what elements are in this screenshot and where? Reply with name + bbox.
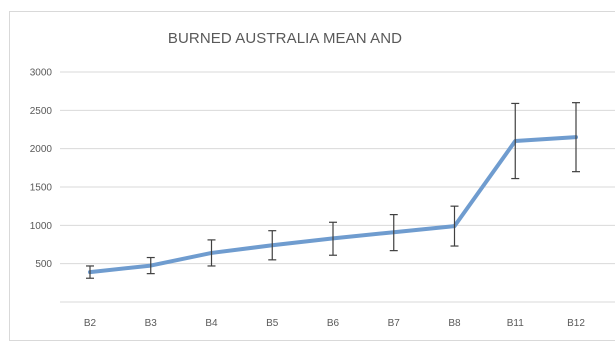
line-chart: 500 1000 1500 2000 2500 3000 B2 B3 B4 B5 B6 B7 B8 B11…	[30, 68, 615, 329]
x-tick-label: B3	[145, 318, 158, 329]
x-tick-label: B7	[388, 318, 401, 329]
x-tick-label: B2	[84, 318, 97, 329]
y-tick-label: 500	[35, 259, 52, 270]
x-tick-label: B6	[327, 318, 340, 329]
x-tick-label: B8	[448, 318, 461, 329]
y-tick-label: 1000	[30, 221, 53, 232]
x-tick-label: B5	[266, 318, 279, 329]
y-tick-label: 2000	[30, 144, 53, 155]
chart-frame	[9, 11, 615, 341]
x-tick-label: B12	[567, 318, 585, 329]
x-tick-label: B4	[205, 318, 218, 329]
y-tick-label: 3000	[30, 68, 53, 79]
x-tick-label: B11	[507, 318, 524, 329]
y-tick-label: 2500	[30, 106, 53, 117]
y-tick-label: 1500	[30, 183, 53, 194]
chart-title: BURNED AUSTRALIA MEAN AND	[167, 30, 403, 47]
